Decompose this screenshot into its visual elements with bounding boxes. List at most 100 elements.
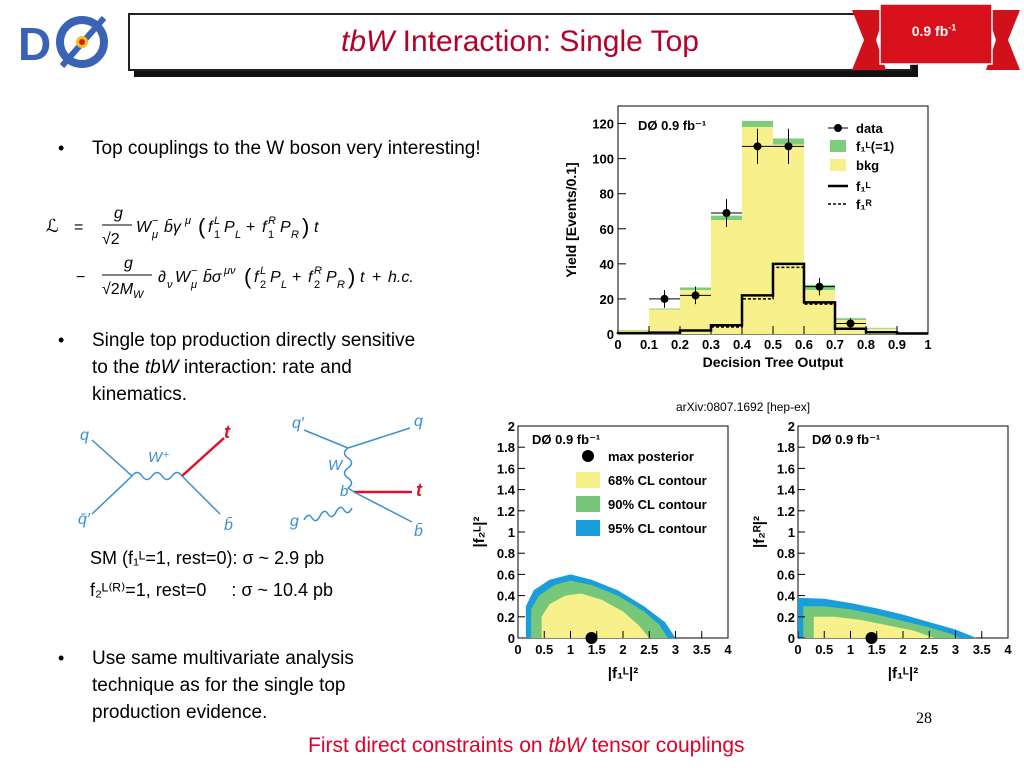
y-tick-label: 0.2	[777, 610, 795, 625]
contour-plot-f2R: 0 0.5 1 1.5 2 2.5 3 3.5 4 0 0.2 0.4 0.6 0.8 1 1.2 1.4 1.6…	[751, 419, 1012, 682]
chart-title: DØ 0.9 fb⁻¹	[638, 118, 706, 133]
x-tick-label: 0	[514, 642, 521, 657]
x-tick-label: 4	[724, 642, 732, 657]
svg-text:h.c.: h.c.	[388, 269, 414, 286]
y-tick-label: 80	[600, 187, 614, 202]
feynman-diagram-s-channel: q q̄′ W⁺ t b̄	[78, 422, 233, 534]
signal-bar	[649, 308, 680, 310]
label-t: t	[224, 422, 231, 442]
legend-max-posterior-marker	[582, 450, 594, 462]
legend-bkg-swatch	[830, 159, 846, 171]
legend-swatch	[576, 472, 600, 488]
svg-text:(: (	[198, 214, 206, 239]
svg-text:2: 2	[260, 279, 266, 291]
y-tick-label: 20	[600, 292, 614, 307]
svg-text:μ: μ	[151, 229, 158, 241]
x-tick-label: 0.8	[857, 337, 875, 352]
x-axis-label: |f₁ᴸ|²	[888, 665, 918, 682]
label-q-prime: q′	[292, 415, 305, 432]
y-tick-label: 2	[788, 419, 795, 434]
svg-text:b̄σ: b̄σ	[203, 269, 223, 286]
bullet-text: Use same multivariate analysis	[92, 648, 354, 669]
x-tick-label: 0.6	[795, 337, 813, 352]
data-point	[691, 291, 700, 300]
page-number: 28	[916, 710, 932, 727]
svg-text:P: P	[224, 219, 235, 236]
x-tick-label: 0	[614, 337, 621, 352]
svg-text:L: L	[281, 279, 287, 291]
max-posterior-marker	[585, 632, 598, 644]
y-axis-label: |f₂ᴿ|²	[751, 516, 768, 548]
x-tick-label: 0.2	[671, 337, 689, 352]
svg-text:(: (	[244, 264, 252, 289]
legend-swatch	[576, 496, 600, 512]
svg-text:−: −	[152, 215, 158, 227]
legend-signal-label: f₁ᴸ(=1)	[856, 139, 894, 154]
x-tick-label: 0	[794, 642, 801, 657]
y-tick-label: 1.2	[777, 504, 795, 519]
legend-label: 90% CL contour	[608, 497, 707, 512]
svg-text:f: f	[254, 269, 260, 286]
x-tick-label: 0.4	[733, 337, 752, 352]
legend-label: 68% CL contour	[608, 473, 707, 488]
y-tick-label: 1	[508, 525, 515, 540]
y-tick-label: 1.6	[777, 461, 795, 476]
signal-bar	[742, 120, 773, 128]
svg-text:μν: μν	[223, 265, 236, 277]
y-tick-label: 0	[607, 327, 614, 342]
data-point	[660, 294, 669, 303]
svg-text:R: R	[314, 265, 322, 277]
bullet-1: • Top couplings to the W boson very inte…	[0, 135, 500, 195]
contour-region	[813, 616, 935, 638]
y-tick-label: 40	[600, 257, 614, 272]
x-tick-label: 0.3	[702, 337, 720, 352]
data-point	[846, 319, 855, 328]
feynman-diagram-t-channel: q′ q W b t g b̄	[290, 413, 423, 540]
x-tick-label: 0.5	[764, 337, 782, 352]
y-tick-label: 0.4	[777, 589, 796, 604]
svg-text:∂: ∂	[158, 269, 166, 286]
label-bbar: b̄	[414, 523, 423, 540]
label-t: t	[416, 480, 423, 500]
svg-text:W: W	[136, 219, 153, 236]
y-tick-label: 0.6	[777, 567, 795, 582]
legend-label: max posterior	[608, 449, 694, 464]
label-w: W⁺	[148, 449, 170, 466]
y-tick-label: 0.8	[497, 546, 515, 561]
y-tick-label: 0.6	[497, 567, 515, 582]
x-tick-label: 1.5	[588, 642, 606, 657]
x-tick-label: 3	[672, 642, 679, 657]
svg-text:μ: μ	[190, 279, 197, 291]
x-tick-label: 0.5	[815, 642, 833, 657]
svg-text:D: D	[18, 18, 51, 70]
y-tick-label: 1.8	[777, 440, 795, 455]
bullet-dot: •	[58, 330, 65, 350]
y-tick-label: 0.2	[497, 610, 515, 625]
svg-text:1: 1	[214, 229, 220, 241]
svg-text:L: L	[260, 265, 266, 277]
x-tick-label: 0.7	[826, 337, 844, 352]
contour-plot-f2L: 0 0.5 1 1.5 2 2.5 3 3.5 4 0 0.2 0.4 0.6 0.8 1 1.2 1.4 1.6…	[471, 419, 732, 682]
chart-title: DØ 0.9 fb⁻¹	[532, 432, 600, 447]
svg-text:μ: μ	[184, 215, 191, 227]
contour-region	[541, 593, 650, 638]
svg-text:): )	[302, 214, 309, 239]
anomalous-cross-section: f₂ᴸ⁽ᴿ⁾=1, rest=0 : σ ~ 10.4 pb	[90, 580, 334, 600]
dzero-logo: D	[14, 14, 114, 70]
x-tick-label: 1	[847, 642, 854, 657]
chart-title: DØ 0.9 fb⁻¹	[812, 432, 880, 447]
sm-cross-section: SM (f₁ᴸ=1, rest=0): σ ~ 2.9 pb	[90, 548, 325, 568]
signal-bar	[866, 327, 897, 329]
slide-caption: First direct constraints on tbW tensor c…	[308, 734, 745, 757]
y-tick-label: 0.8	[777, 546, 795, 561]
svg-text:f: f	[262, 219, 268, 236]
svg-text:L: L	[214, 215, 220, 227]
label-q: q	[80, 427, 89, 444]
svg-text:−: −	[191, 265, 197, 277]
x-tick-label: 1	[924, 337, 931, 352]
bullet-dot: •	[58, 648, 65, 668]
svg-text:+: +	[246, 219, 255, 236]
label-qbar: q̄′	[78, 511, 91, 528]
x-tick-label: 2.5	[640, 642, 658, 657]
label-bbar: b̄	[224, 517, 233, 534]
